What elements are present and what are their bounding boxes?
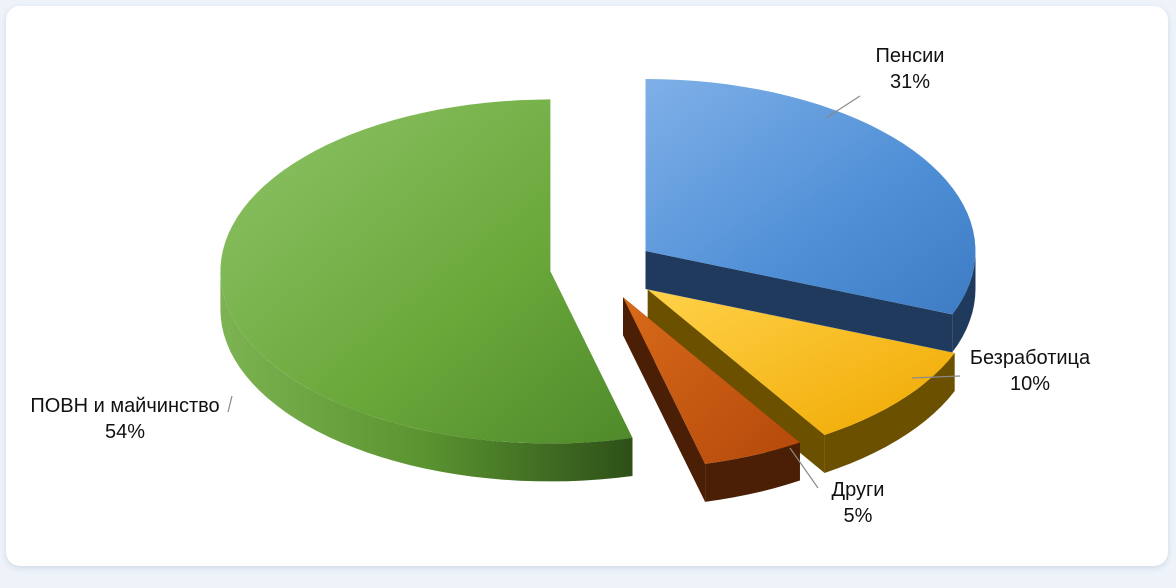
leader-lines	[227, 95, 961, 489]
slice-value-label: 31%	[890, 71, 930, 93]
slice-value-label: 54%	[105, 421, 145, 443]
pie-slice-2	[647, 289, 955, 473]
pie-slice-4	[220, 99, 633, 482]
slice-top-face	[623, 297, 800, 464]
slice-outer-wall	[952, 251, 976, 353]
slice-category-label: Други	[832, 479, 885, 501]
slice-value-label: 10%	[1010, 373, 1050, 395]
slice-labels: Пенсии 31% Безработица 10% Други 5% ПОВН и май…	[30, 45, 1091, 527]
slice-value-label: 5%	[844, 505, 873, 527]
slice-outer-wall	[705, 442, 800, 502]
slice-category-label: Безработица	[970, 347, 1091, 369]
leader-line-2	[911, 375, 961, 379]
leader-line-1	[825, 95, 861, 119]
pie-slice-3	[623, 297, 800, 502]
slice-top-face	[645, 79, 976, 315]
slice-outer-wall	[824, 353, 955, 473]
slice-top-face	[220, 99, 633, 444]
pie-slice-1	[645, 79, 976, 353]
pie-slices	[220, 79, 976, 502]
slice-top-face	[647, 289, 955, 435]
slice-category-label: ПОВН и майчинство	[30, 395, 219, 417]
slice-cut-face	[623, 297, 706, 502]
slice-cut-face	[645, 250, 953, 353]
leader-line-4	[227, 395, 233, 413]
slice-outer-wall	[220, 271, 633, 482]
slice-category-label: Пенсии	[876, 45, 945, 67]
leader-line-3	[789, 447, 819, 489]
